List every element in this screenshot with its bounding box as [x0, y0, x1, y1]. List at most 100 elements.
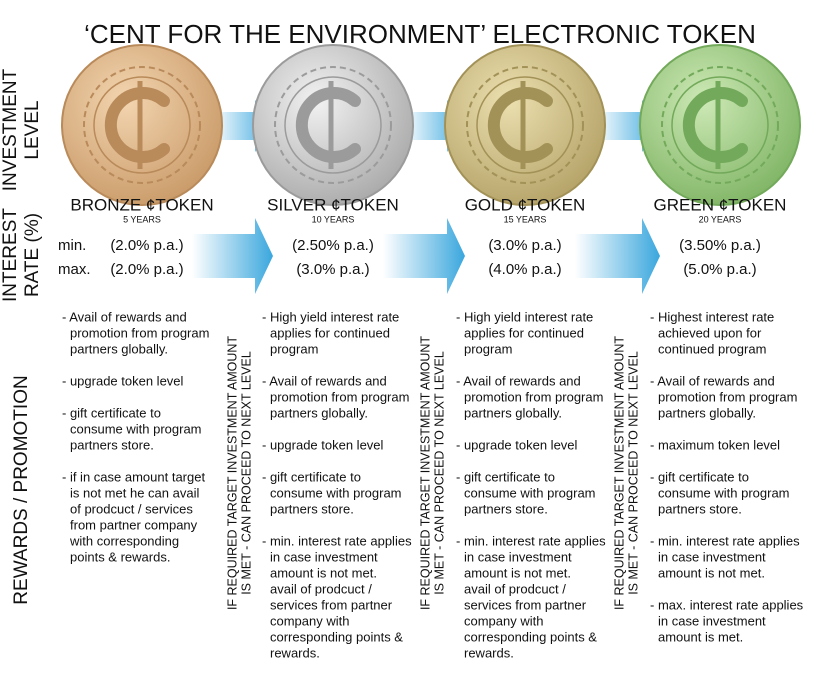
row-label: LEVEL [22, 100, 43, 159]
reward-line: - upgrade token level [456, 437, 578, 452]
reward-line: partners globally. [464, 405, 562, 420]
connector-text: IS MET - CAN PROCEED TO NEXT LEVEL [626, 351, 640, 595]
reward-line: amount is not met. [658, 565, 765, 580]
row-label: RATE (%) [22, 213, 43, 297]
reward-line: - gift certificate to [456, 469, 555, 484]
reward-line: promotion from program [658, 389, 797, 404]
max-rate: (5.0% p.a.) [683, 261, 756, 278]
reward-line: - gift certificate to [650, 469, 749, 484]
reward-line: company with [464, 613, 543, 628]
coin-ring [661, 66, 779, 184]
rate-label: min. [58, 237, 86, 254]
reward-line: amount is not met. [464, 565, 571, 580]
coin-ring [274, 66, 392, 184]
reward-line: partners globally. [270, 405, 368, 420]
reward-line: - gift certificate to [62, 405, 161, 420]
reward-line: program [464, 341, 512, 356]
reward-line: services from partner [464, 597, 587, 612]
reward-line: - min. interest rate applies [650, 533, 800, 548]
coin-symbol [104, 87, 170, 163]
reward-line: points & rewards. [70, 549, 170, 564]
reward-line: of prodcuct / services [70, 501, 193, 516]
coin-symbol [295, 87, 361, 163]
reward-line: consume with program [270, 485, 402, 500]
reward-line: corresponding points & [464, 629, 597, 644]
reward-line: in case investment [464, 549, 572, 564]
token-years: 5 YEARS [123, 214, 161, 224]
min-rate: (3.50% p.a.) [679, 237, 761, 254]
coin-inner [476, 76, 574, 174]
connector-text: IF REQUIRED TARGET INVESTMENT AMOUNT [225, 336, 239, 610]
max-rate: (2.0% p.a.) [110, 261, 183, 278]
reward-line: applies for continued [270, 325, 390, 340]
reward-line: achieved upon for [658, 325, 762, 340]
reward-line: - gift certificate to [262, 469, 361, 484]
reward-line: applies for continued [464, 325, 584, 340]
token-name: GREEN ¢TOKEN [654, 195, 787, 214]
row-label: REWARDS / PROMOTION [11, 375, 32, 604]
coin-inner [93, 76, 191, 174]
reward-line: amount is not met. [270, 565, 377, 580]
reward-line: is not met he can avail [70, 485, 199, 500]
coin-inner [284, 76, 382, 174]
reward-line: - min. interest rate applies [262, 533, 412, 548]
reward-line: - if in case amount target [62, 469, 205, 484]
token-years: 20 YEARS [699, 214, 742, 224]
reward-line: - Highest interest rate [650, 309, 774, 324]
arrow [575, 218, 660, 294]
reward-line: - max. interest rate applies [650, 597, 804, 612]
reward-line: avail of prodcuct / [464, 581, 566, 596]
reward-line: - Avail of rewards and [456, 373, 581, 388]
connector-text: IF REQUIRED TARGET INVESTMENT AMOUNT [612, 336, 626, 610]
token-name: BRONZE ¢TOKEN [70, 195, 213, 214]
token-name: GOLD ¢TOKEN [465, 195, 586, 214]
reward-line: rewards. [270, 645, 320, 660]
token-years: 15 YEARS [504, 214, 547, 224]
reward-line: - High yield interest rate [456, 309, 593, 324]
reward-line: promotion from program [70, 325, 209, 340]
reward-line: services from partner [270, 597, 393, 612]
reward-line: company with [270, 613, 349, 628]
reward-line: consume with program [464, 485, 596, 500]
token-name: SILVER ¢TOKEN [267, 195, 399, 214]
reward-line: - min. interest rate applies [456, 533, 606, 548]
reward-line: partners store. [464, 501, 548, 516]
reward-line: promotion from program [464, 389, 603, 404]
reward-line: avail of prodcuct / [270, 581, 372, 596]
reward-line: - upgrade token level [262, 437, 384, 452]
rate-label: max. [58, 261, 91, 278]
min-rate: (2.0% p.a.) [110, 237, 183, 254]
reward-line: program [270, 341, 318, 356]
reward-line: consume with program [658, 485, 790, 500]
reward-line: with corresponding [69, 533, 179, 548]
reward-line: consume with program [70, 421, 202, 436]
arrow [383, 218, 465, 294]
title: ‘CENT FOR THE ENVIRONMENT’ ELECTRONIC TO… [84, 19, 756, 49]
connector-text: IF REQUIRED TARGET INVESTMENT AMOUNT [418, 336, 432, 610]
reward-line: - Avail of rewards and [262, 373, 387, 388]
coin-ring [466, 66, 584, 184]
max-rate: (4.0% p.a.) [488, 261, 561, 278]
reward-line: continued program [658, 341, 766, 356]
reward-line: in case investment [270, 549, 378, 564]
arrow [192, 218, 273, 294]
reward-line: - Avail of rewards and [62, 309, 187, 324]
reward-line: partners store. [658, 501, 742, 516]
connector-text: IS MET - CAN PROCEED TO NEXT LEVEL [239, 351, 253, 595]
min-rate: (3.0% p.a.) [488, 237, 561, 254]
row-label: INVESTMENT [0, 68, 21, 191]
reward-line: corresponding points & [270, 629, 403, 644]
coin-symbol [487, 87, 553, 163]
reward-line: partners store. [270, 501, 354, 516]
reward-line: promotion from program [270, 389, 409, 404]
reward-line: partners globally. [658, 405, 756, 420]
reward-line: partners globally. [70, 341, 168, 356]
reward-line: rewards. [464, 645, 514, 660]
reward-line: amount is met. [658, 629, 743, 644]
reward-line: partners store. [70, 437, 154, 452]
reward-line: in case investment [658, 549, 766, 564]
token-years: 10 YEARS [312, 214, 355, 224]
coin-inner [671, 76, 769, 174]
max-rate: (3.0% p.a.) [296, 261, 369, 278]
